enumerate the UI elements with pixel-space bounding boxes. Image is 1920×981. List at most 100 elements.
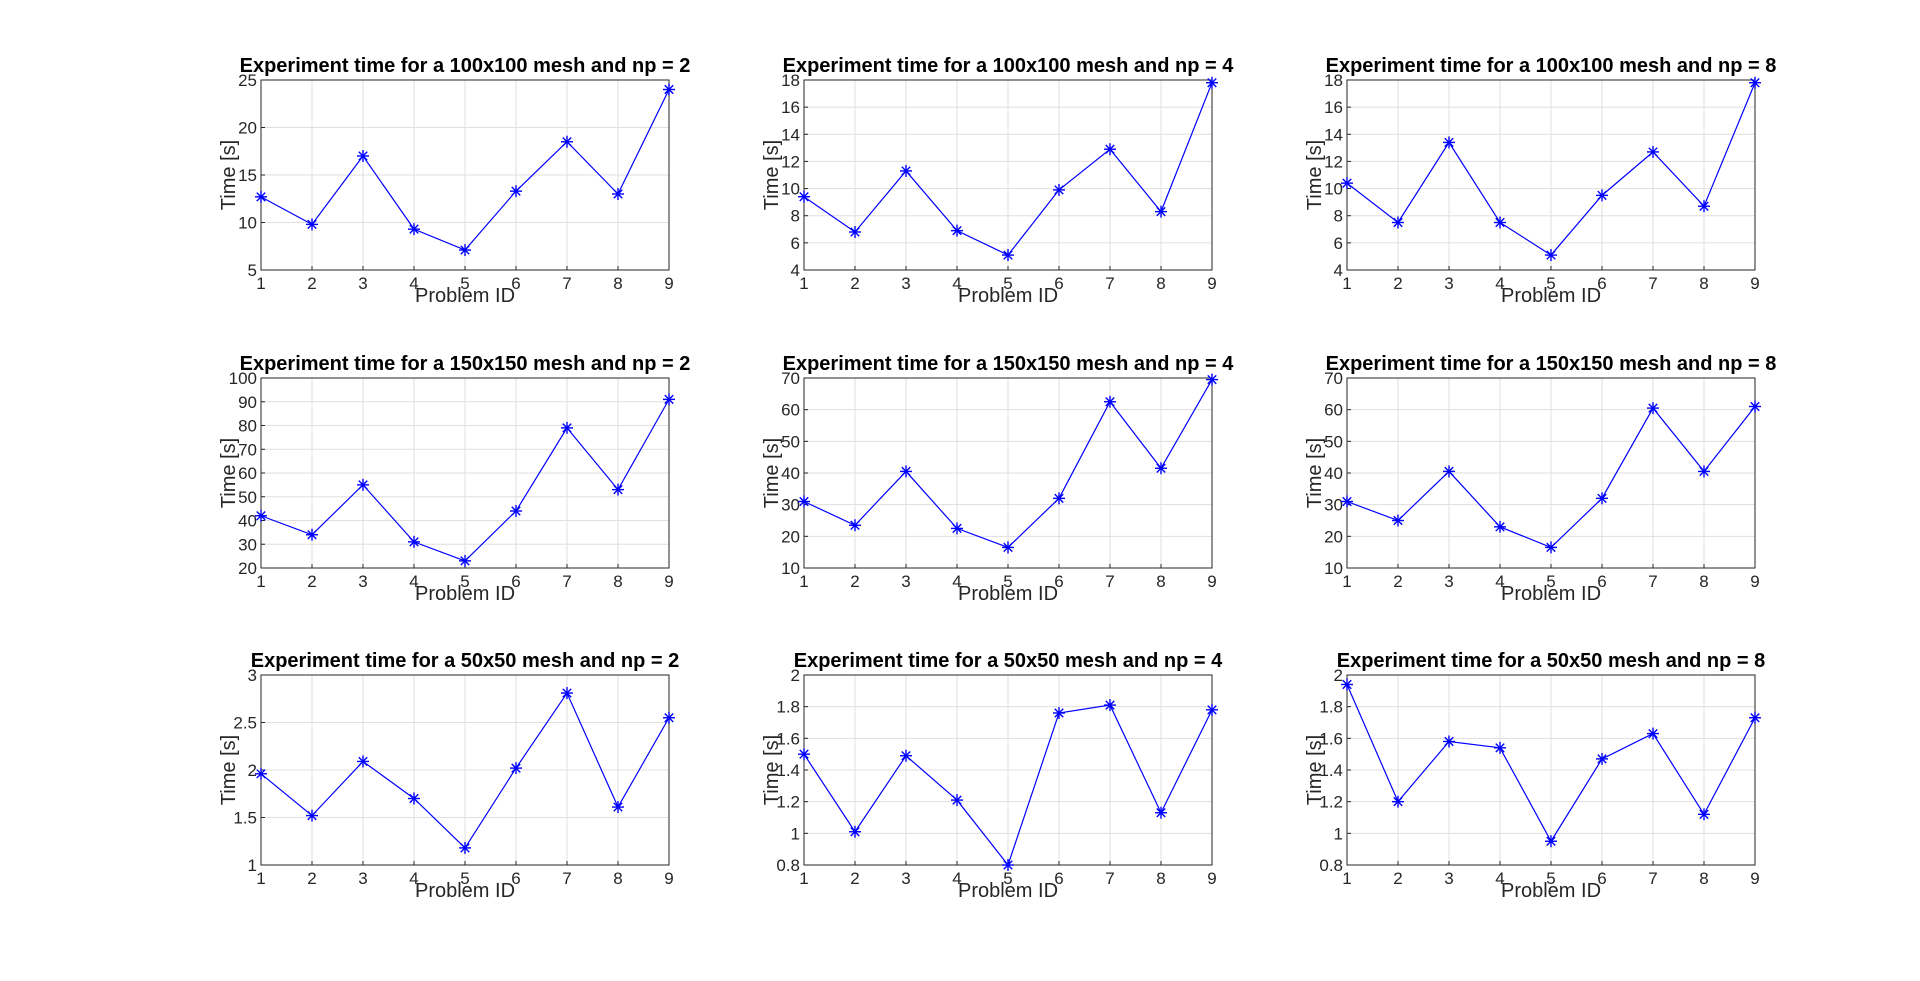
y-tick-label: 6 [791, 234, 800, 253]
data-point [1002, 541, 1014, 554]
data-point [1443, 136, 1455, 149]
x-tick-label: 5 [460, 869, 469, 888]
y-tick-label: 2 [248, 761, 257, 780]
x-tick-label: 1 [1342, 869, 1351, 888]
x-tick-label: 6 [1054, 274, 1063, 293]
y-tick-label: 20 [781, 527, 800, 546]
y-tick-label: 10 [238, 214, 257, 233]
y-tick-label: 18 [781, 71, 800, 90]
x-tick-label: 2 [1393, 572, 1402, 591]
data-point [306, 528, 318, 541]
y-axis-label: Time [s] [1304, 438, 1326, 508]
y-tick-label: 1.8 [776, 698, 800, 717]
y-tick-label: 60 [238, 464, 257, 483]
x-tick-label: 1 [256, 572, 265, 591]
y-tick-label: 15 [238, 166, 257, 185]
x-axis-label: Problem ID [958, 285, 1058, 307]
data-point [1443, 735, 1455, 748]
y-tick-label: 1.2 [776, 793, 800, 812]
x-tick-label: 4 [409, 572, 418, 591]
x-tick-label: 7 [1105, 274, 1114, 293]
data-point [306, 809, 318, 822]
y-tick-label: 1.6 [776, 729, 800, 748]
data-point [612, 801, 624, 814]
data-point [561, 687, 573, 700]
x-tick-label: 4 [952, 572, 961, 591]
y-tick-label: 40 [238, 512, 257, 531]
x-tick-label: 6 [1054, 869, 1063, 888]
data-point [255, 509, 267, 522]
data-point [510, 185, 522, 198]
x-tick-label: 4 [1495, 572, 1504, 591]
x-tick-label: 8 [1699, 274, 1708, 293]
x-axis-label: Problem ID [1501, 880, 1601, 902]
data-point [357, 755, 369, 768]
chart-title: Experiment time for a 150x150 mesh and n… [1326, 353, 1777, 375]
y-tick-label: 70 [781, 369, 800, 388]
data-point [1341, 678, 1353, 691]
y-tick-label: 0.8 [1319, 856, 1343, 875]
data-point [1545, 541, 1557, 554]
x-tick-label: 5 [1003, 274, 1012, 293]
x-tick-label: 9 [1750, 274, 1759, 293]
data-point [1749, 711, 1761, 724]
y-tick-label: 20 [238, 559, 257, 578]
x-tick-label: 9 [1207, 274, 1216, 293]
x-tick-label: 4 [1495, 274, 1504, 293]
x-tick-label: 8 [1699, 572, 1708, 591]
data-point [849, 519, 861, 532]
y-axis-label: Time [s] [218, 438, 240, 508]
x-tick-label: 9 [664, 572, 673, 591]
data-point [1698, 808, 1710, 821]
y-tick-label: 20 [1324, 527, 1343, 546]
x-tick-label: 3 [358, 274, 367, 293]
data-point [561, 135, 573, 148]
x-tick-label: 2 [307, 274, 316, 293]
data-point [900, 749, 912, 762]
x-tick-label: 8 [613, 869, 622, 888]
data-point [1596, 492, 1608, 505]
y-tick-label: 12 [1324, 152, 1343, 171]
y-tick-label: 25 [238, 71, 257, 90]
data-point [459, 244, 471, 257]
data-point [1104, 699, 1116, 712]
x-tick-label: 1 [799, 869, 808, 888]
x-tick-label: 3 [901, 274, 910, 293]
x-tick-label: 3 [358, 869, 367, 888]
y-tick-label: 6 [1334, 234, 1343, 253]
y-axis-label: Time [s] [761, 735, 783, 805]
x-tick-label: 1 [1342, 274, 1351, 293]
data-point [951, 224, 963, 237]
y-tick-label: 60 [781, 401, 800, 420]
x-tick-label: 7 [1105, 869, 1114, 888]
data-point [1002, 859, 1014, 871]
y-tick-label: 2 [791, 666, 800, 685]
data-point [1494, 216, 1506, 229]
x-axis-label: Problem ID [958, 880, 1058, 902]
data-point [459, 554, 471, 567]
data-point [1494, 520, 1506, 533]
data-point [1647, 727, 1659, 740]
y-tick-label: 1.4 [1319, 761, 1343, 780]
x-tick-label: 9 [664, 869, 673, 888]
x-tick-label: 7 [1648, 869, 1657, 888]
x-tick-label: 4 [952, 274, 961, 293]
x-tick-label: 3 [1444, 572, 1453, 591]
x-tick-label: 7 [562, 572, 571, 591]
y-tick-label: 1 [791, 824, 800, 843]
chart-title: Experiment time for a 50x50 mesh and np … [794, 650, 1223, 672]
x-tick-label: 3 [358, 572, 367, 591]
x-tick-label: 6 [511, 572, 520, 591]
y-tick-label: 80 [238, 417, 257, 436]
x-tick-label: 7 [562, 274, 571, 293]
x-tick-label: 1 [256, 274, 265, 293]
x-tick-label: 2 [1393, 869, 1402, 888]
x-tick-label: 9 [1750, 572, 1759, 591]
data-point [255, 190, 267, 203]
chart-title: Experiment time for a 150x150 mesh and n… [783, 353, 1235, 375]
x-tick-label: 5 [1546, 274, 1555, 293]
